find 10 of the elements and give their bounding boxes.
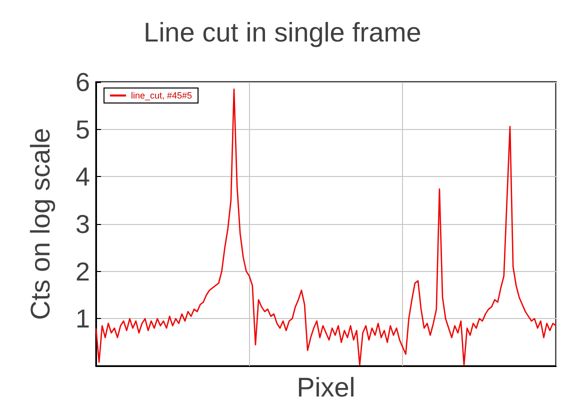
- y-tick-label: 2: [76, 256, 90, 286]
- y-tick-label: 4: [76, 162, 90, 192]
- y-tick-label: 6: [76, 67, 90, 97]
- y-tick-label: 1: [76, 304, 90, 334]
- chart-title: Line cut in single frame: [144, 18, 422, 48]
- x-axis-title: Pixel: [296, 372, 356, 402]
- y-axis-title: Cts on log scale: [26, 128, 56, 320]
- legend-label: line_cut, #45#5: [131, 90, 192, 100]
- y-tick-label: 5: [76, 114, 90, 144]
- y-tick-label: 3: [76, 209, 90, 239]
